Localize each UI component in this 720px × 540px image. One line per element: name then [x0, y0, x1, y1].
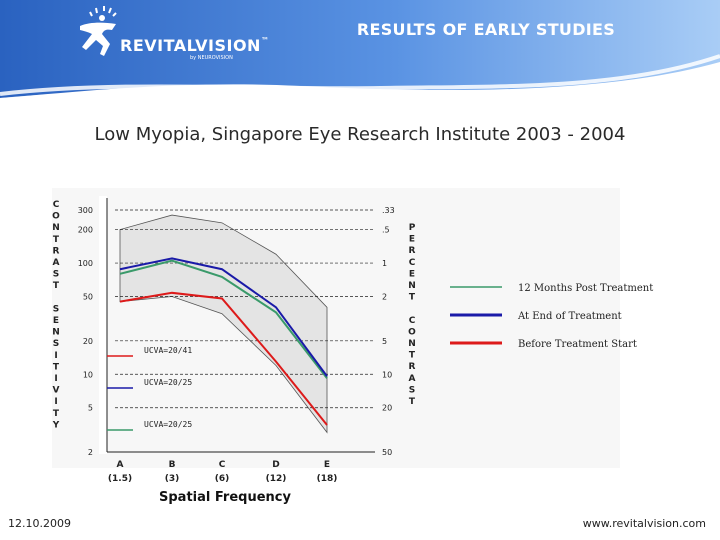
y-tick-label-right: 1: [382, 259, 387, 268]
x-tick-sublabel: (12): [266, 474, 287, 484]
y-tick-label-right: 20: [382, 404, 392, 413]
x-tick-label: E: [324, 460, 330, 470]
legend-label: Before Treatment Start: [518, 339, 637, 350]
x-tick-sublabel: (3): [165, 474, 180, 484]
x-tick-sublabel: (1.5): [108, 474, 132, 484]
legend-label: At End of Treatment: [517, 311, 622, 322]
ucva-label: UCVA=20/25: [144, 378, 192, 387]
chart-axis-strip: [99, 196, 107, 454]
x-tick-label: A: [117, 460, 124, 470]
x-tick-sublabel: (18): [317, 474, 338, 484]
brand-logo-text: REVITALVISION™: [120, 36, 270, 55]
x-tick-sublabel: (6): [215, 474, 230, 484]
x-tick-label: D: [272, 460, 279, 470]
ucva-label: UCVA=20/41: [144, 346, 192, 355]
legend-label: 12 Months Post Treatment: [518, 283, 653, 294]
footer-date: 12.10.2009: [8, 517, 71, 530]
y-tick-label-left: 300: [78, 206, 93, 215]
slide-subtitle: Low Myopia, Singapore Eye Research Insti…: [94, 124, 626, 145]
footer-website: www.revitalvision.com: [582, 517, 706, 530]
ucva-label: UCVA=20/25: [144, 420, 192, 429]
x-tick-label: C: [219, 460, 226, 470]
x-axis-label: Spatial Frequency: [159, 490, 291, 505]
banner-background: [0, 0, 720, 100]
y-tick-label-right: 5: [382, 337, 387, 346]
logo-figure-icon: [80, 6, 117, 56]
y-tick-label-left: 20: [83, 337, 93, 346]
y-tick-label-left: 10: [83, 370, 93, 379]
series-line: [119, 291, 328, 426]
y-tick-label-left: 2: [88, 448, 93, 457]
y-tick-label-left: 5: [88, 404, 93, 413]
y-tick-label-right: 50: [382, 448, 392, 457]
y-tick-label-left: 200: [78, 226, 93, 235]
normal-range-band: [119, 214, 328, 434]
series-line: [119, 257, 328, 377]
y-tick-label-right: 2: [382, 293, 387, 302]
y-tick-label-left: 100: [78, 259, 93, 268]
x-tick-label: B: [169, 460, 176, 470]
y-tick-label-right: .5: [382, 226, 390, 235]
y-tick-label-left: 50: [83, 293, 93, 302]
y-tick-label-right: .33: [382, 206, 395, 215]
y-tick-label-right: 10: [382, 370, 392, 379]
header-banner: REVITALVISION™ by NEUROVISION RESULTS OF…: [0, 0, 720, 100]
brand-subtext: by NEUROVISION: [190, 55, 233, 61]
series-line: [119, 259, 328, 379]
header-title: RESULTS OF EARLY STUDIES: [356, 20, 616, 39]
